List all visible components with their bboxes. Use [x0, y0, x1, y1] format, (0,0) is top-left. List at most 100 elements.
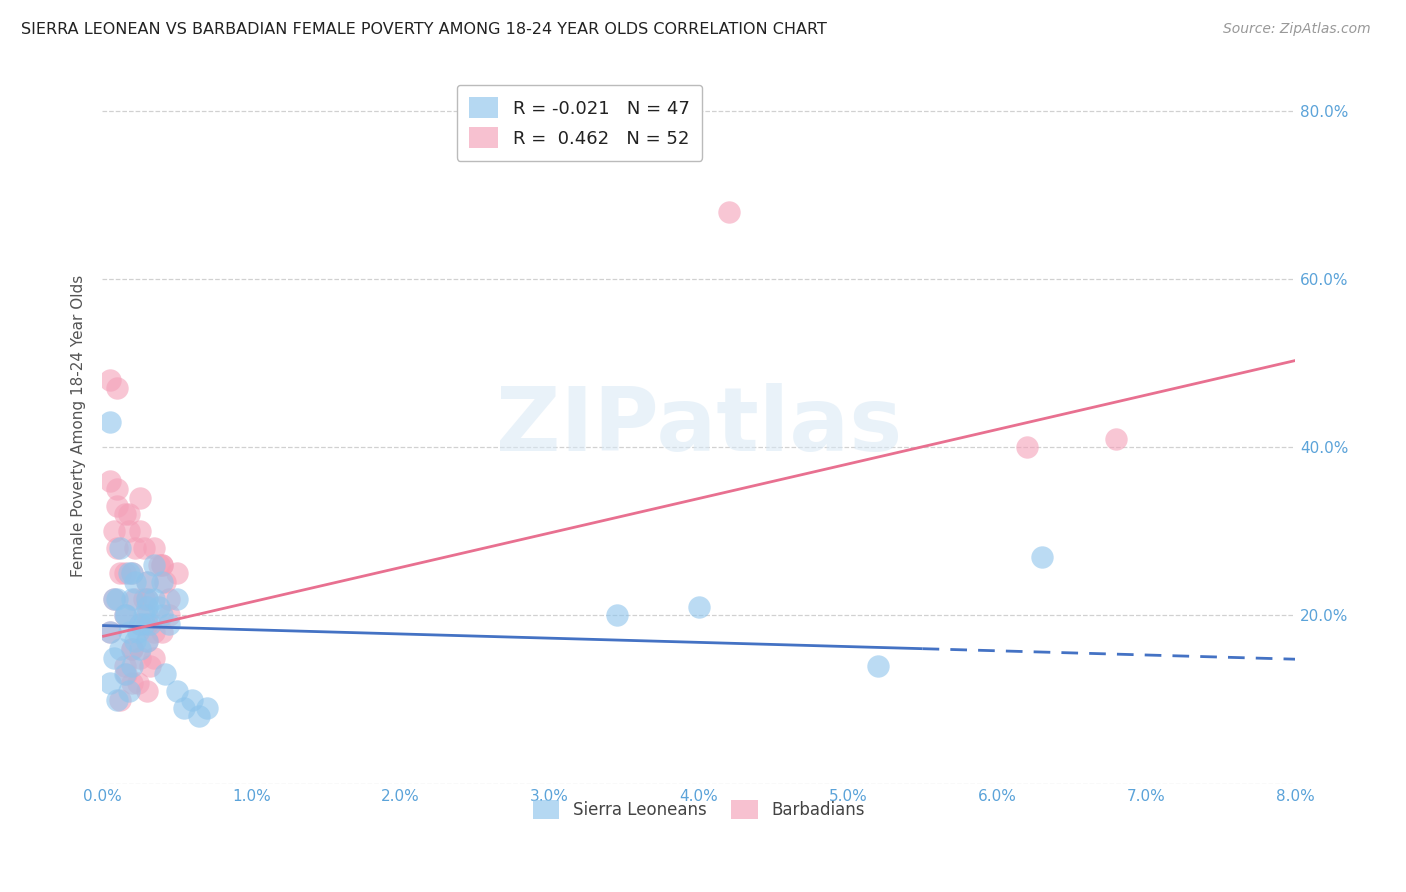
Point	[108, 541, 131, 556]
Point	[148, 558, 170, 572]
Point	[124, 574, 146, 589]
Point	[132, 591, 155, 606]
Point	[98, 675, 121, 690]
Point	[143, 541, 166, 556]
Point	[143, 650, 166, 665]
Point	[118, 625, 141, 640]
Point	[150, 558, 173, 572]
Point	[124, 591, 146, 606]
Point	[688, 600, 710, 615]
Point	[136, 616, 159, 631]
Point	[606, 608, 628, 623]
Point	[121, 566, 143, 581]
Point	[128, 650, 150, 665]
Point	[115, 667, 138, 681]
Point	[121, 659, 143, 673]
Point	[98, 625, 121, 640]
Text: Source: ZipAtlas.com: Source: ZipAtlas.com	[1223, 22, 1371, 37]
Point	[98, 625, 121, 640]
Point	[136, 591, 159, 606]
Point	[1031, 549, 1053, 564]
Point	[115, 608, 138, 623]
Point	[139, 616, 162, 631]
Point	[132, 608, 155, 623]
Point	[114, 608, 136, 623]
Point	[118, 524, 141, 539]
Point	[128, 642, 150, 657]
Point	[118, 566, 141, 581]
Point	[143, 625, 166, 640]
Point	[108, 642, 131, 657]
Point	[166, 684, 188, 698]
Point	[105, 381, 128, 395]
Point	[128, 616, 150, 631]
Point	[866, 659, 889, 673]
Point	[118, 508, 141, 522]
Point	[136, 574, 159, 589]
Point	[121, 642, 143, 657]
Point	[150, 608, 173, 623]
Point	[166, 591, 188, 606]
Point	[105, 692, 128, 706]
Point	[103, 650, 125, 665]
Point	[157, 591, 180, 606]
Point	[103, 591, 125, 606]
Text: SIERRA LEONEAN VS BARBADIAN FEMALE POVERTY AMONG 18-24 YEAR OLDS CORRELATION CHA: SIERRA LEONEAN VS BARBADIAN FEMALE POVER…	[21, 22, 827, 37]
Point	[173, 701, 195, 715]
Point	[108, 566, 131, 581]
Point	[105, 499, 128, 513]
Point	[136, 684, 159, 698]
Point	[153, 667, 176, 681]
Point	[188, 709, 211, 723]
Point	[136, 608, 159, 623]
Point	[136, 600, 159, 615]
Point	[98, 474, 121, 488]
Point	[717, 204, 740, 219]
Point	[114, 508, 136, 522]
Point	[136, 591, 159, 606]
Point	[121, 566, 143, 581]
Point	[139, 659, 162, 673]
Legend: Sierra Leoneans, Barbadians: Sierra Leoneans, Barbadians	[526, 793, 872, 825]
Point	[118, 684, 141, 698]
Point	[143, 591, 166, 606]
Point	[121, 675, 143, 690]
Point	[132, 541, 155, 556]
Point	[121, 591, 143, 606]
Point	[128, 491, 150, 505]
Point	[1105, 432, 1128, 446]
Point	[143, 558, 166, 572]
Point	[157, 608, 180, 623]
Point	[114, 667, 136, 681]
Point	[114, 566, 136, 581]
Point	[153, 574, 176, 589]
Point	[114, 608, 136, 623]
Point	[108, 692, 131, 706]
Point	[124, 633, 146, 648]
Text: ZIPatlas: ZIPatlas	[496, 383, 903, 469]
Point	[136, 633, 159, 648]
Point	[150, 574, 173, 589]
Point	[136, 574, 159, 589]
Point	[157, 616, 180, 631]
Point	[105, 482, 128, 496]
Point	[124, 541, 146, 556]
Point	[150, 625, 173, 640]
Point	[195, 701, 218, 715]
Point	[136, 633, 159, 648]
Point	[1015, 440, 1038, 454]
Y-axis label: Female Poverty Among 18-24 Year Olds: Female Poverty Among 18-24 Year Olds	[72, 275, 86, 577]
Point	[105, 591, 128, 606]
Point	[98, 373, 121, 387]
Point	[127, 675, 149, 690]
Point	[128, 616, 150, 631]
Point	[166, 566, 188, 581]
Point	[121, 642, 143, 657]
Point	[98, 415, 121, 429]
Point	[132, 616, 155, 631]
Point	[127, 625, 149, 640]
Point	[103, 524, 125, 539]
Point	[180, 692, 202, 706]
Point	[128, 524, 150, 539]
Point	[150, 558, 173, 572]
